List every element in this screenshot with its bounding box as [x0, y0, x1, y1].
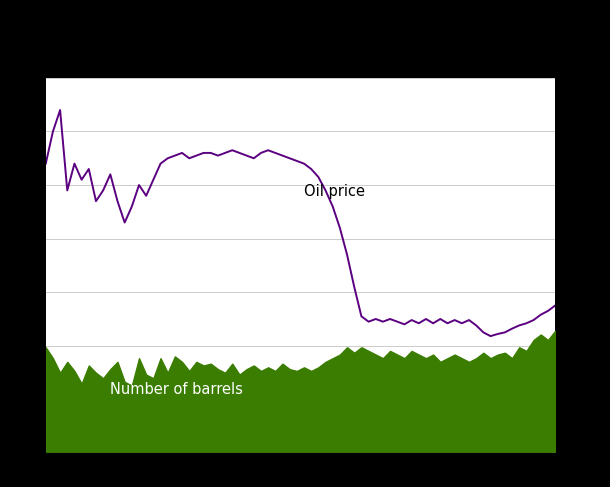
Text: Oil price: Oil price	[304, 184, 365, 199]
Text: NOK by barrel: NOK by barrel	[512, 53, 595, 66]
Text: Number of barrels: Number of barrels	[110, 382, 243, 397]
Text: Oil price: Oil price	[546, 29, 595, 42]
